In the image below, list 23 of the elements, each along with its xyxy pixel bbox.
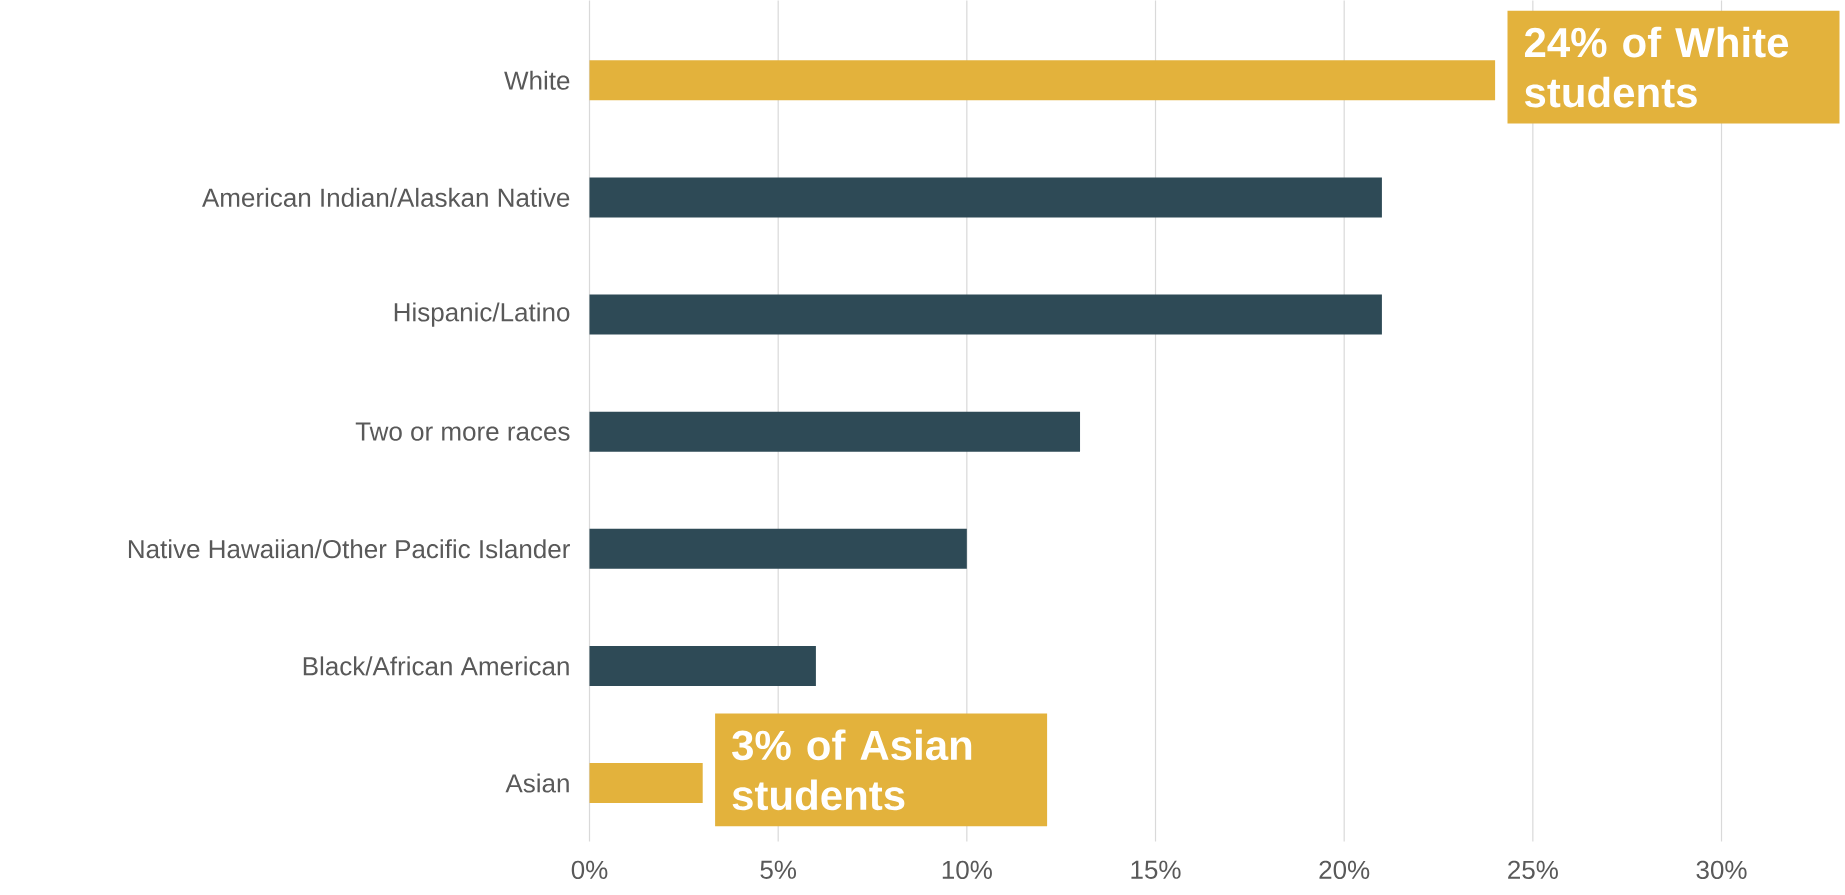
- bar: [589, 177, 1382, 218]
- x-tick-label: 20%: [1319, 860, 1370, 880]
- bar: [589, 646, 816, 687]
- x-tick-label: 0%: [571, 860, 608, 880]
- x-tick-label: 5%: [760, 860, 797, 880]
- y-tick-label: Hispanic/Latino: [394, 302, 570, 327]
- bar: [589, 294, 1382, 335]
- annotation: 24% of White students: [1524, 26, 1789, 108]
- y-tick-label: White: [504, 70, 570, 90]
- x-tick-label: 25%: [1508, 860, 1558, 880]
- x-tick-label: 10%: [942, 860, 992, 880]
- bar: [589, 528, 967, 569]
- x-tick-label: 30%: [1696, 860, 1747, 880]
- bar: [589, 411, 1081, 452]
- bar: [589, 763, 703, 804]
- annotation: 3% of Asian students: [732, 729, 972, 811]
- x-tick-label: 15%: [1131, 860, 1181, 880]
- bar: [589, 60, 1496, 101]
- y-tick-label: Black/African American: [303, 656, 569, 676]
- y-tick-label: Asian: [505, 773, 569, 793]
- y-tick-label: Native Hawaiian/Other Pacific Islander: [128, 539, 570, 559]
- y-tick-label: American Indian/Alaskan Native: [202, 188, 570, 208]
- y-tick-label: Two or more races: [355, 422, 570, 441]
